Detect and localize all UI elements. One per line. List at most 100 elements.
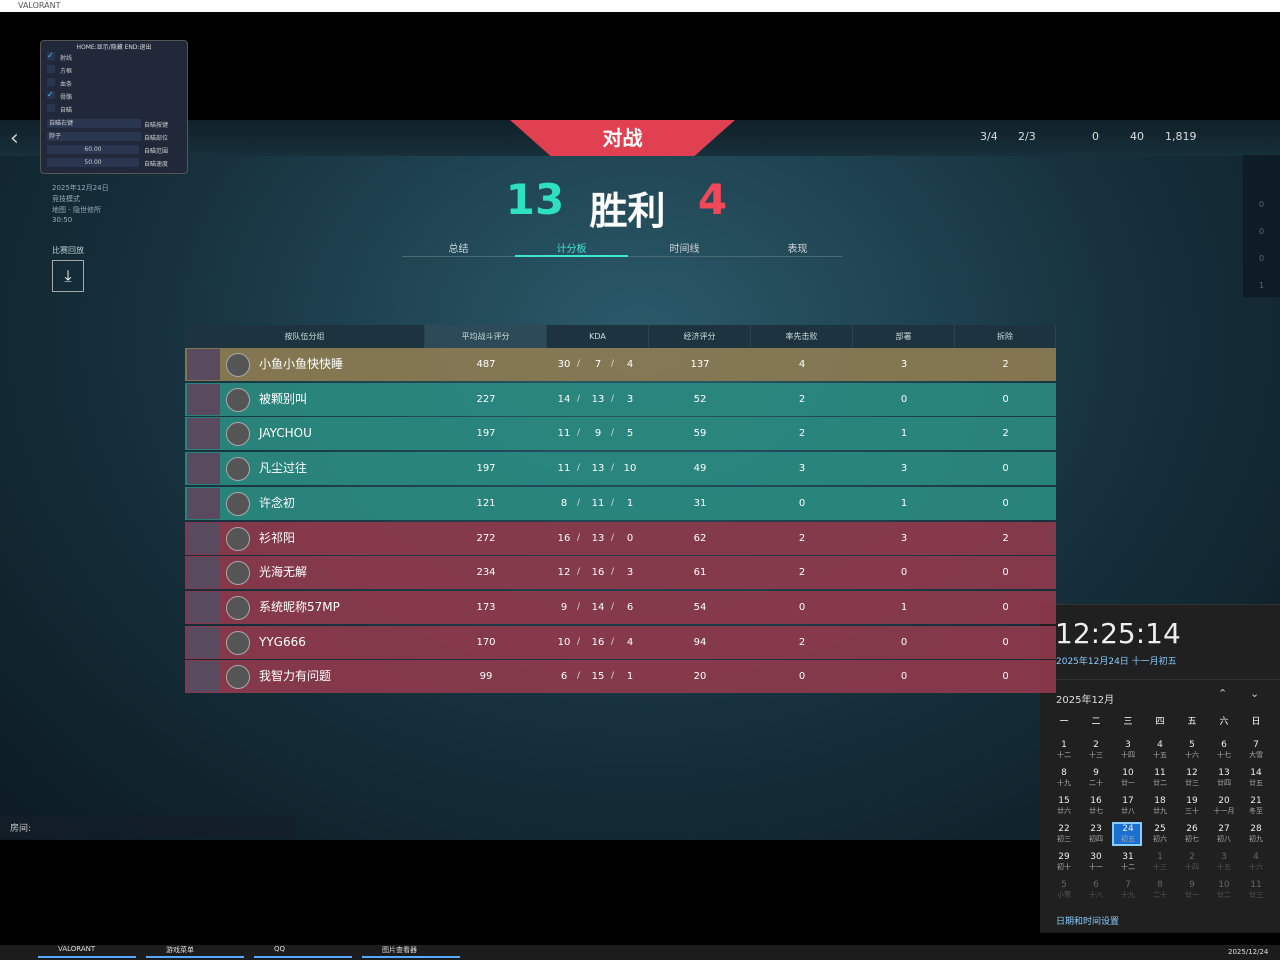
kda-sep: / xyxy=(577,428,581,439)
kda-sep: / xyxy=(611,393,615,404)
player-name[interactable]: JAYCHOU xyxy=(259,426,312,441)
lunar: 初十 xyxy=(1057,863,1071,871)
lunar: 十七 xyxy=(1217,751,1231,759)
room-label[interactable]: 房间: xyxy=(10,824,32,834)
stat-cell: 10 xyxy=(557,636,571,648)
score-theirs: 4 xyxy=(697,175,728,224)
agent-icon xyxy=(187,418,220,450)
stat-cell: 5 xyxy=(626,428,634,440)
lunar: 廿六 xyxy=(1057,807,1071,815)
lunar: 十四 xyxy=(1185,863,1199,871)
kda-sep: / xyxy=(611,532,615,543)
day-number: 13 xyxy=(1218,768,1230,778)
kda-sep: / xyxy=(611,428,615,439)
play-tab[interactable]: 对战 xyxy=(510,120,735,156)
back-arrow[interactable]: ‹ xyxy=(10,126,19,151)
nav-down[interactable]: ⌄ xyxy=(1250,687,1260,700)
checkbox[interactable]: ✓ xyxy=(47,90,55,99)
nav-up[interactable]: ⌃ xyxy=(1218,687,1228,700)
player-name[interactable]: YYG666 xyxy=(259,634,306,649)
lunar: 初八 xyxy=(1217,835,1231,843)
day-number: 2 xyxy=(1093,740,1099,750)
stat-cell: 0 xyxy=(1002,393,1009,405)
dropdown[interactable]: 脖子 xyxy=(47,132,141,141)
rank-icon xyxy=(226,665,250,690)
dropdown-label: 自瞄部位 xyxy=(144,135,169,142)
stat-cell: 0 xyxy=(1002,567,1009,579)
weekday: 五 xyxy=(1187,717,1197,727)
day-number: 27 xyxy=(1218,824,1230,834)
day-number: 7 xyxy=(1125,880,1131,890)
lunar: 十八 xyxy=(1089,891,1103,899)
checkbox[interactable] xyxy=(47,78,55,86)
player-name[interactable]: 我智力有问题 xyxy=(259,669,332,684)
settings-link[interactable]: 日期和时间设置 xyxy=(1056,917,1120,927)
agent-icon xyxy=(187,349,220,380)
time: 12:25:14 xyxy=(1055,617,1181,650)
checkbox[interactable]: ✓ xyxy=(47,51,55,60)
stat-cell: 13 xyxy=(591,532,605,544)
player-name[interactable]: 被颗别叫 xyxy=(259,391,308,406)
replay-button[interactable]: ⤓ xyxy=(52,260,84,292)
column-header: 拆除 xyxy=(955,325,1056,348)
day-number: 12 xyxy=(1186,768,1198,778)
lunar: 冬至 xyxy=(1249,807,1263,815)
day-number: 7 xyxy=(1253,740,1259,750)
menu-header: HOME:显示/隐藏 END:退出 xyxy=(76,44,152,51)
lunar: 二十 xyxy=(1089,779,1103,787)
day-number: 5 xyxy=(1061,880,1067,890)
lunar: 十一月 xyxy=(1213,807,1235,815)
taskbar-app[interactable]: VALORANT xyxy=(38,945,136,958)
checkbox[interactable] xyxy=(47,65,55,73)
lunar: 廿五 xyxy=(1249,779,1263,787)
tab[interactable]: 表现 xyxy=(787,244,808,255)
taskbar-app[interactable]: QQ xyxy=(254,945,352,958)
kda-sep: / xyxy=(611,601,615,612)
agent-icon xyxy=(187,487,220,519)
day-number: 10 xyxy=(1218,880,1230,890)
player-name[interactable]: 系统昵称57MP xyxy=(259,599,340,614)
sep xyxy=(1040,679,1280,680)
agent-icon xyxy=(187,626,220,658)
checkbox[interactable] xyxy=(47,104,55,112)
taskbar-app[interactable]: 图片查看器 xyxy=(362,945,460,958)
date[interactable]: 2025年12月24日 十一月初五 xyxy=(1056,657,1177,667)
stat-cell: 2 xyxy=(798,393,806,405)
tab[interactable]: 计分板 xyxy=(556,244,587,255)
player-name[interactable]: 衫祁阳 xyxy=(259,530,296,545)
player-name[interactable]: 凡尘过往 xyxy=(259,461,308,476)
lunar: 小寒 xyxy=(1057,891,1071,899)
player-name[interactable]: 许念初 xyxy=(259,495,296,510)
dropdown[interactable]: 自瞄右键 xyxy=(47,119,141,128)
tab[interactable]: 时间线 xyxy=(669,244,700,255)
stat-cell: 0 xyxy=(626,532,634,544)
lunar: 十四 xyxy=(1121,751,1135,759)
day-cell[interactable] xyxy=(1112,822,1142,846)
day-number: 9 xyxy=(1189,880,1195,890)
tab[interactable]: 总结 xyxy=(448,244,469,255)
slider[interactable]: 50.00 xyxy=(47,158,139,167)
lunar: 三十 xyxy=(1185,807,1199,815)
window-title: VALORANT xyxy=(18,1,61,10)
day-number: 28 xyxy=(1250,824,1262,834)
stat-cell: 11 xyxy=(557,463,571,475)
player-name[interactable]: 光海无解 xyxy=(259,565,308,580)
stat-cell: 15 xyxy=(591,671,605,683)
day-number: 1 xyxy=(1061,740,1067,750)
stat-cell: 0 xyxy=(1002,497,1009,509)
lunar: 十九 xyxy=(1121,891,1135,899)
day-number: 9 xyxy=(1093,768,1099,778)
kda-sep: / xyxy=(577,497,581,508)
title-bar: VALORANT xyxy=(0,0,1280,12)
stat-cell: 7 xyxy=(594,359,602,370)
stat-cell: 3 xyxy=(798,463,806,475)
rank-icon xyxy=(226,491,250,516)
slider[interactable]: 60.00 xyxy=(47,145,139,154)
player-name[interactable]: 小鱼小鱼快快睡 xyxy=(259,357,344,371)
day-number: 20 xyxy=(1218,796,1230,806)
taskbar-app[interactable]: 游戏菜单 xyxy=(146,945,244,958)
month[interactable]: 2025年12月 xyxy=(1056,695,1115,706)
lunar: 廿三 xyxy=(1185,779,1199,787)
day-number: 15 xyxy=(1058,796,1070,806)
